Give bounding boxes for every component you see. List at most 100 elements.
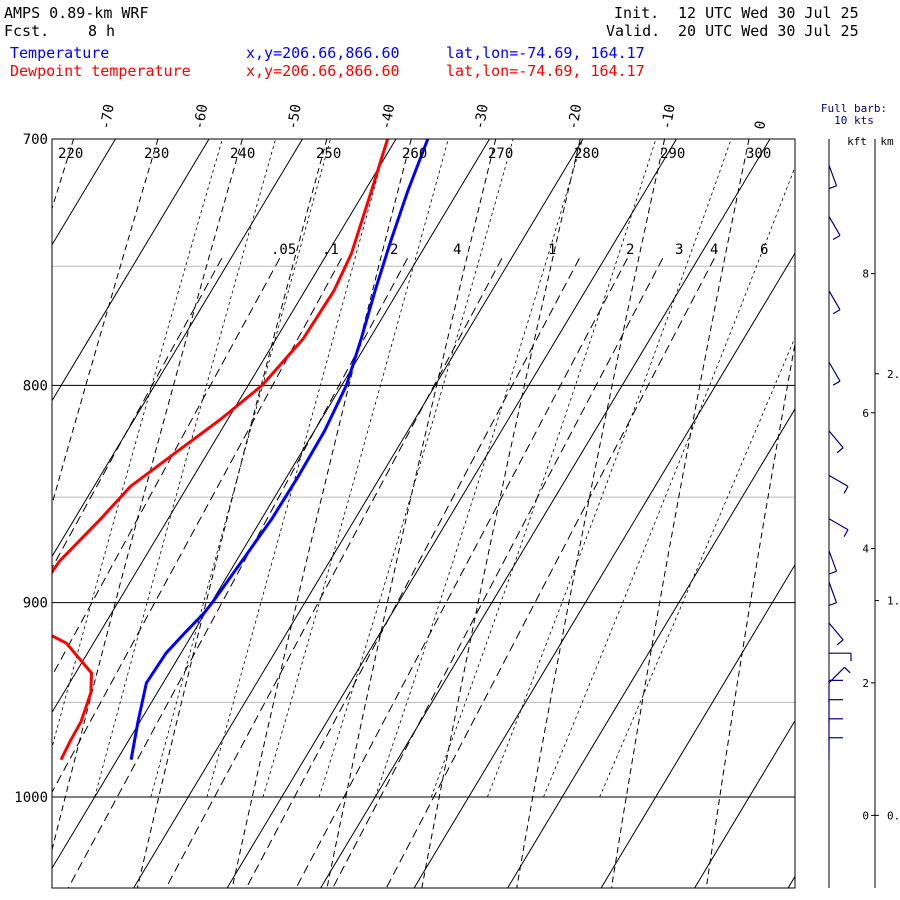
wind-barb-staff-6	[828, 622, 844, 641]
mixing-ratio-2	[245, 258, 580, 888]
wind-barb-staff-11	[828, 430, 844, 449]
dry-adiabat-label-260: 260	[402, 146, 427, 162]
wind-barb-flag-14	[832, 234, 841, 240]
mixing-ratio-label-7: 4	[710, 242, 718, 258]
wind-barb-staff-14	[828, 216, 841, 236]
barb-legend-line1: Full barb:	[821, 102, 887, 115]
legend-dewpoint-xy: x,y=206.66,866.60	[246, 62, 400, 80]
wind-barb-staff-4	[828, 666, 845, 684]
isotherm-10	[413, 252, 795, 888]
isobar-label-700: 700	[23, 132, 48, 148]
dry-adiabat-280	[421, 139, 581, 888]
moist-adiabat--18	[206, 139, 389, 798]
isobar-label-1000: 1000	[14, 790, 48, 806]
dry-adiabat-label-270: 270	[488, 146, 513, 162]
wind-barb-flag-12	[832, 380, 841, 386]
legend-temperature-latlon: lat,lon=-74.69, 164.17	[446, 44, 645, 62]
plot-frame	[51, 138, 796, 889]
mixing-ratio-label-2: 2	[390, 242, 398, 258]
wind-barb-staff-12	[828, 361, 841, 382]
dry-adiabat-label-250: 250	[316, 146, 341, 162]
dry-adiabat-label-230: 230	[144, 146, 169, 162]
isotherm--20	[133, 139, 584, 888]
dewpoint-trace	[52, 139, 390, 761]
moist-adiabat-0	[374, 139, 583, 798]
legend-temperature-xy: x,y=206.66,866.60	[246, 44, 400, 62]
km-label-1.: 1.	[887, 595, 900, 608]
wind-barb-staff-9	[828, 518, 849, 531]
dry-adiabat-label-240: 240	[230, 146, 255, 162]
moist-adiabat--6	[318, 139, 514, 798]
mixing-ratio-label-1: .1	[322, 242, 339, 258]
dry-adiabat-310	[705, 341, 795, 888]
mixing-ratio-label-3: 4	[453, 242, 461, 258]
isotherm--70	[52, 139, 116, 246]
wind-barb-staff-7	[828, 581, 838, 603]
model-title: AMPS 0.89-km WRF	[4, 4, 149, 22]
dry-adiabat-260	[231, 139, 412, 888]
dry-adiabat-240	[52, 139, 243, 852]
mixing-ratio-6	[385, 258, 715, 888]
isotherm-label--70: -70	[98, 103, 118, 131]
moist-adiabat--30	[94, 139, 277, 798]
isotherm--80	[0, 139, 22, 888]
km-label-0.: 0.	[887, 809, 900, 822]
wind-barb-staff-15	[828, 164, 838, 187]
isotherm-30	[600, 563, 795, 888]
wind-barb-flag-7	[828, 602, 837, 606]
isotherm-20	[507, 408, 795, 888]
km-label-2.: 2.	[887, 368, 900, 381]
isotherm-label--50: -50	[285, 103, 305, 131]
wind-barb-flag-13	[832, 309, 841, 315]
isotherm--40	[52, 139, 397, 714]
isobar-label-900: 900	[23, 596, 48, 612]
isotherm-40	[694, 719, 795, 888]
dry-adiabat-label-300: 300	[746, 146, 771, 162]
dry-adiabat-230	[52, 139, 159, 507]
dry-adiabat-290	[516, 139, 666, 888]
wind-barb-flag-11	[836, 447, 844, 454]
wind-barb-flag-10	[843, 486, 849, 494]
plot-area	[0, 139, 900, 888]
isotherm-60	[882, 139, 900, 888]
moist-adiabat-18	[543, 165, 795, 798]
isotherm--50	[52, 139, 303, 558]
isotherm-label-0: 0	[752, 120, 769, 131]
isotherm-label--60: -60	[191, 103, 211, 131]
mixing-ratio-label-0: .05	[271, 242, 296, 258]
wind-barb-staff-10	[828, 474, 849, 487]
init-label: Init.	[614, 4, 660, 22]
mixing-ratio-0.4	[67, 258, 408, 888]
moist-adiabat-6	[430, 139, 657, 798]
barb-legend-line2: 10 kts	[834, 114, 874, 127]
kft-label-0: 0	[862, 809, 869, 822]
moist-adiabat--36	[52, 139, 223, 749]
legend-dewpoint-name: Dewpoint temperature	[10, 62, 191, 80]
mixing-ratio-0.05	[52, 258, 223, 570]
mixing-ratio-label-6: 3	[675, 242, 683, 258]
mixing-ratio-0.2	[52, 258, 342, 794]
moist-adiabat-12	[487, 139, 732, 798]
legend-dewpoint-latlon: lat,lon=-74.69, 164.17	[446, 62, 645, 80]
kft-label-6: 6	[862, 407, 869, 420]
height-kft-label: kft	[847, 135, 867, 148]
dry-adiabat-220	[52, 139, 75, 211]
mixing-ratio-1	[165, 258, 503, 888]
mixing-ratio-label-4: 1	[548, 242, 556, 258]
dry-adiabat-330	[896, 139, 900, 888]
wind-barb-flag-15	[828, 185, 837, 190]
isotherm--60	[52, 139, 210, 402]
forecast-hour: 8 h	[88, 22, 116, 40]
wind-barb-flag-9	[843, 529, 849, 537]
mixing-ratio-label-5: 2	[626, 242, 634, 258]
wind-barb-staff-13	[828, 290, 841, 311]
isotherm-50	[787, 875, 795, 888]
dry-adiabat-270	[326, 139, 497, 888]
isobar-label-800: 800	[23, 378, 48, 394]
isotherm-0	[320, 139, 771, 888]
dry-adiabat-label-290: 290	[660, 146, 685, 162]
kft-label-4: 4	[862, 543, 869, 556]
isotherm-label--10: -10	[659, 103, 679, 131]
isotherm--30	[52, 139, 490, 870]
